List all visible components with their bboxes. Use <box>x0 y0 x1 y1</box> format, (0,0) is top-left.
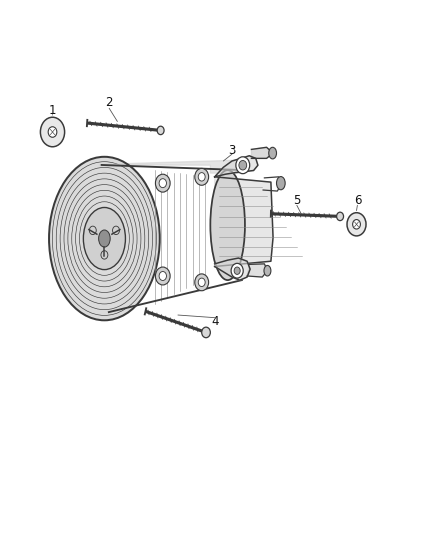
Circle shape <box>231 263 243 278</box>
Circle shape <box>202 327 210 338</box>
Ellipse shape <box>276 176 285 190</box>
Circle shape <box>48 127 57 138</box>
Circle shape <box>236 157 250 174</box>
Ellipse shape <box>99 230 110 247</box>
Circle shape <box>198 278 205 287</box>
Circle shape <box>239 160 247 170</box>
Circle shape <box>198 173 205 181</box>
Text: 4: 4 <box>211 316 219 328</box>
Circle shape <box>337 212 343 221</box>
Polygon shape <box>247 264 268 277</box>
Circle shape <box>155 267 170 285</box>
Circle shape <box>195 168 208 185</box>
Ellipse shape <box>269 147 276 159</box>
Circle shape <box>159 179 166 188</box>
Circle shape <box>353 220 360 229</box>
Polygon shape <box>251 147 273 158</box>
Circle shape <box>155 174 170 192</box>
Circle shape <box>157 126 164 135</box>
Text: 2: 2 <box>105 96 113 109</box>
Polygon shape <box>215 258 250 280</box>
Circle shape <box>347 213 366 236</box>
Circle shape <box>195 274 208 291</box>
Ellipse shape <box>49 157 160 320</box>
Circle shape <box>159 271 166 280</box>
Circle shape <box>40 117 65 147</box>
Polygon shape <box>99 160 245 173</box>
Ellipse shape <box>210 170 245 280</box>
Ellipse shape <box>83 207 125 270</box>
Text: 6: 6 <box>353 194 361 207</box>
Ellipse shape <box>264 265 271 276</box>
Polygon shape <box>215 177 273 266</box>
Text: 3: 3 <box>228 144 236 157</box>
Polygon shape <box>215 156 258 177</box>
Circle shape <box>234 267 240 274</box>
Text: 5: 5 <box>293 194 300 207</box>
Text: 1: 1 <box>49 104 56 117</box>
